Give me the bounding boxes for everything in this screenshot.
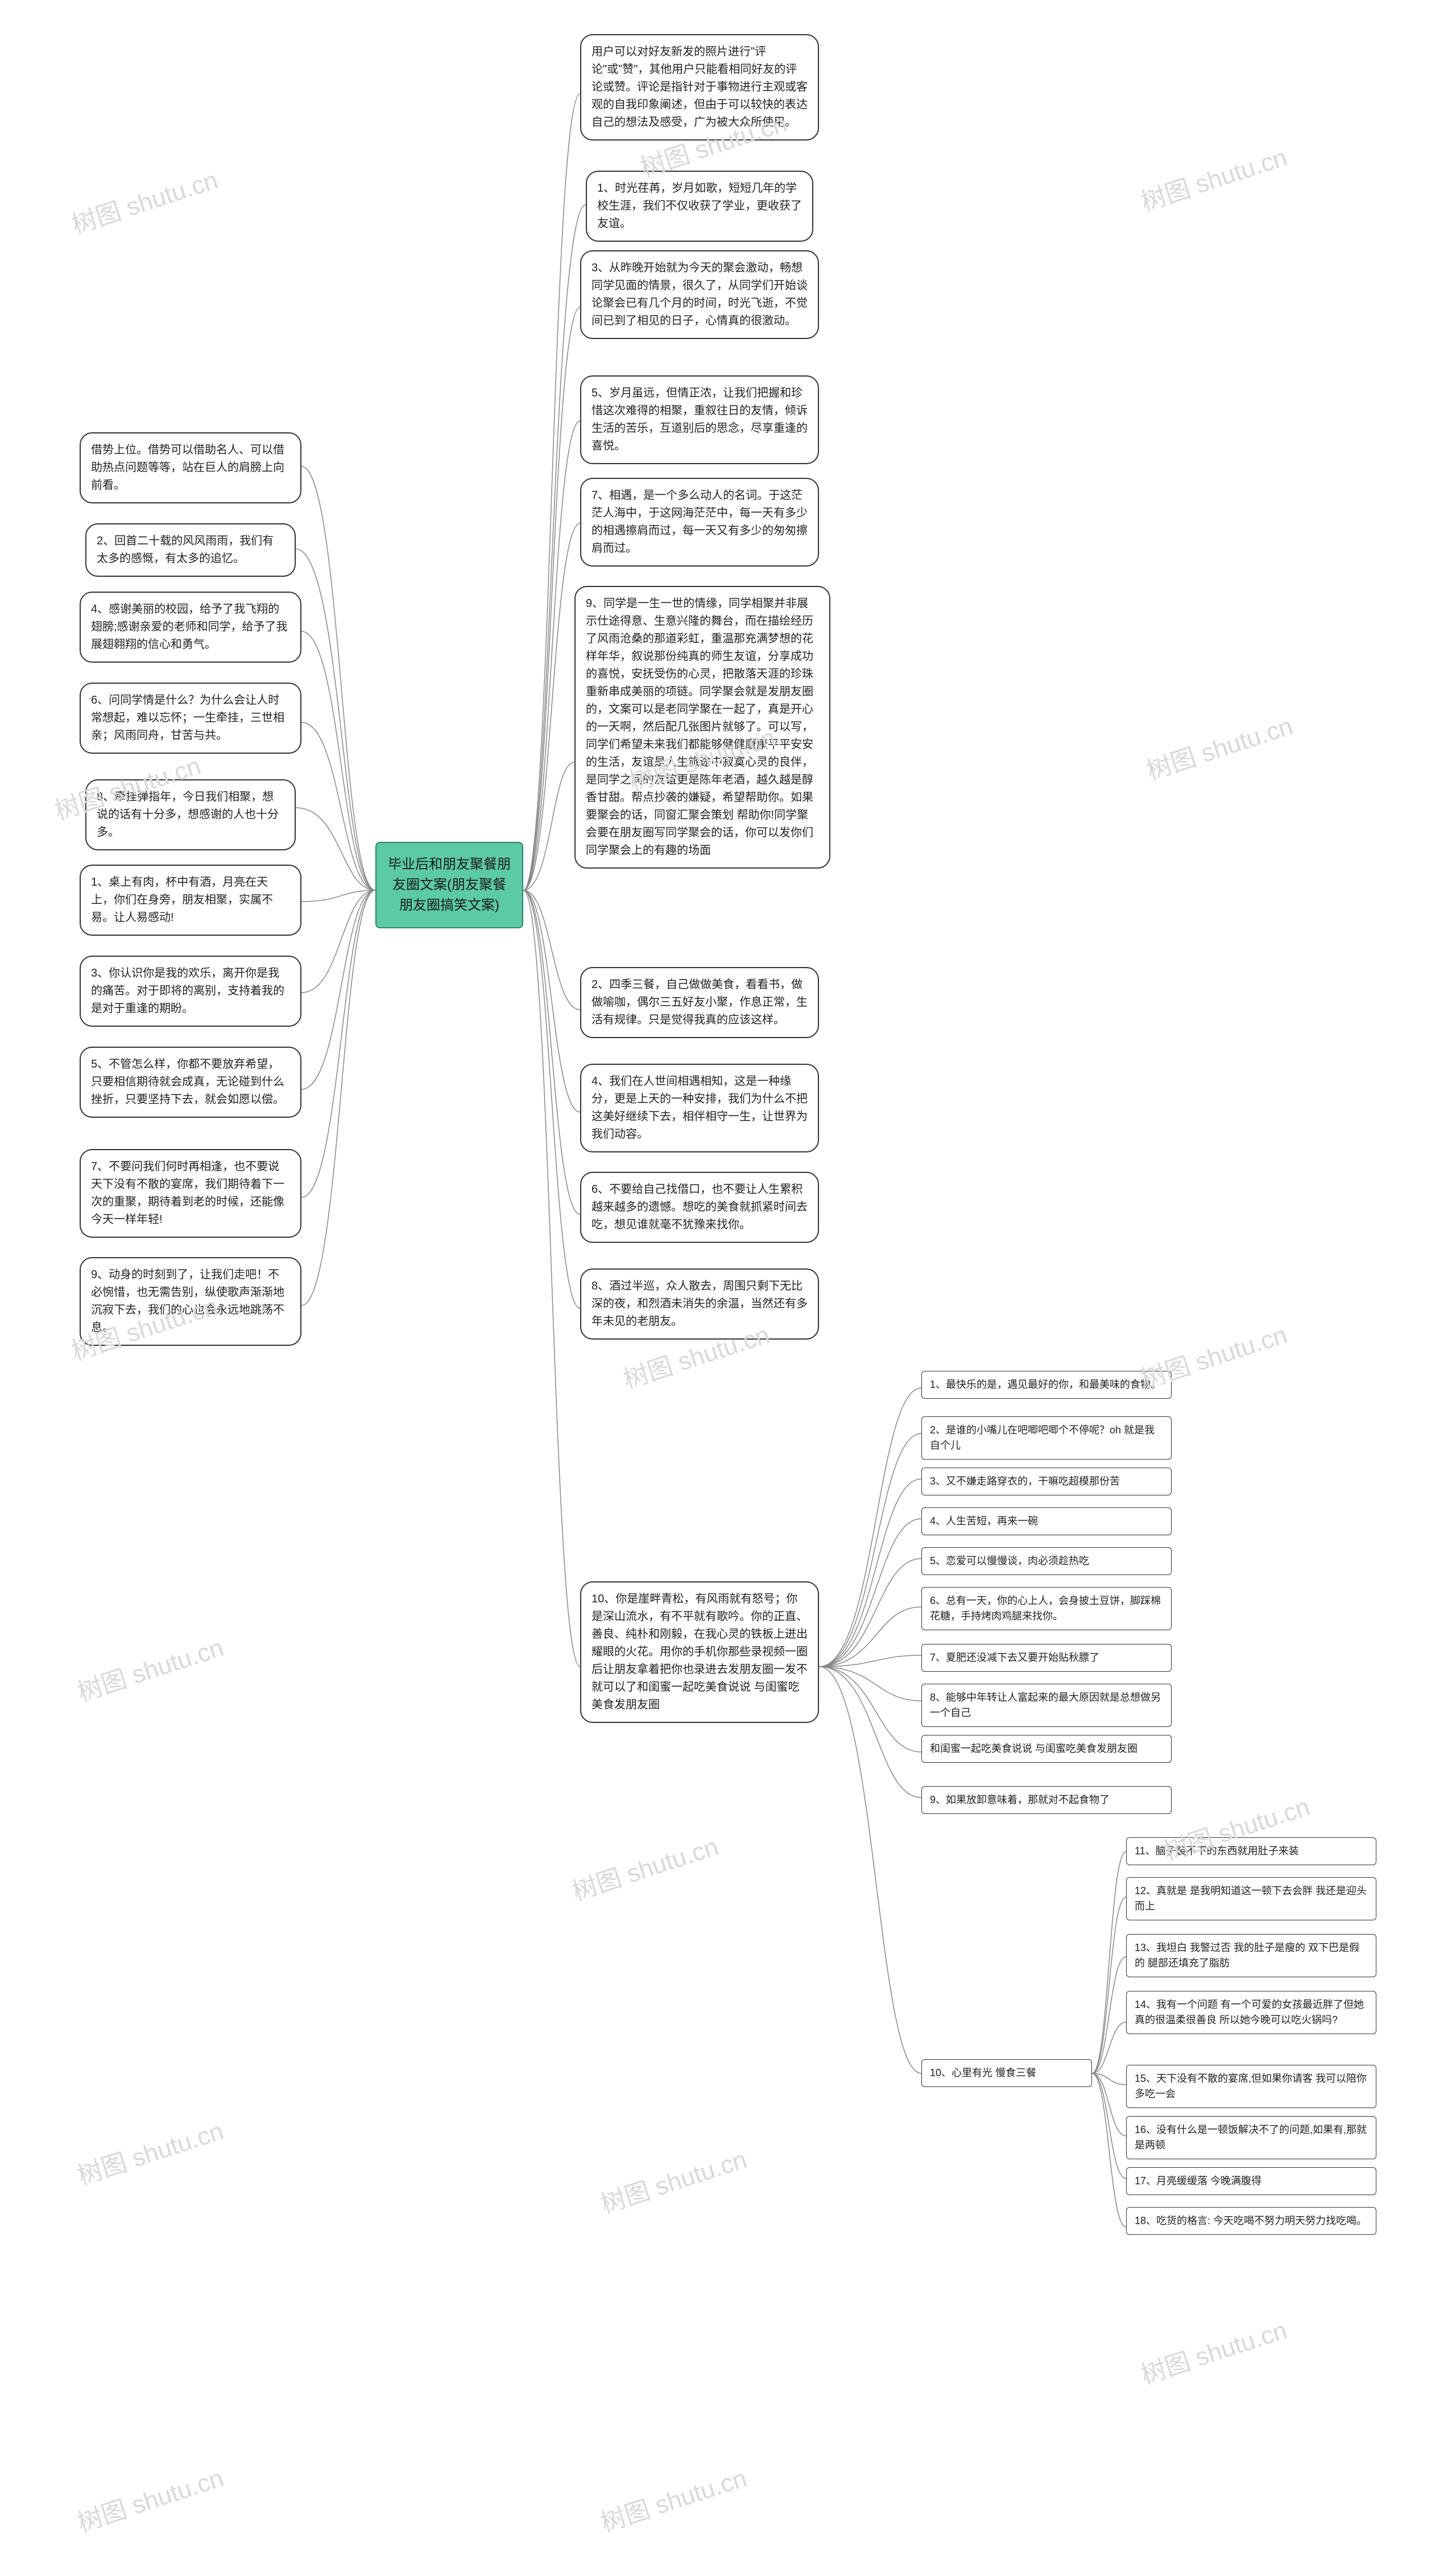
sub-node-7[interactable]: 8、能够中年转让人富起来的最大原因就是总想做另一个自己: [921, 1684, 1172, 1727]
right-node-5[interactable]: 9、同学是一生一世的情缘，同学相聚并非展示仕途得意、生意兴隆的舞台，而在描绘经历…: [574, 586, 830, 869]
right-node-3[interactable]: 5、岁月虽远，但情正浓，让我们把握和珍惜这次难得的相聚，重叙往日的友情，倾诉生活…: [580, 375, 819, 464]
left-node-2[interactable]: 4、感谢美丽的校园，给予了我飞翔的翅膀;感谢亲爱的老师和同学，给予了我展翅翱翔的…: [80, 592, 301, 663]
left-node-label: 2、回首二十载的风风雨雨，我们有太多的感慨，有太多的追忆。: [97, 535, 274, 565]
sub2-node-label: 12、真就是 是我明知道这一顿下去会胖 我还是迎头而上: [1135, 1885, 1367, 1912]
right-node-10[interactable]: 10、你是崖畔青松，有风雨就有怒号；你是深山流水，有不平就有歌吟。你的正直、善良…: [580, 1581, 819, 1723]
sub-node-label: 1、最快乐的是，遇见最好的你，和最美味的食物。: [930, 1379, 1161, 1390]
watermark: 树图 shutu.cn: [595, 2139, 751, 2220]
sub2-node-3[interactable]: 14、我有一个问题 有一个可爱的女孩最近胖了但她真的很温柔很善良 所以她今晚可以…: [1126, 1991, 1376, 2034]
sub2-node-1[interactable]: 12、真就是 是我明知道这一顿下去会胖 我还是迎头而上: [1126, 1877, 1376, 1920]
right-node-label: 用户可以对好友新发的照片进行"评论"或"赞"，其他用户只能看相同好友的评论或赞。…: [592, 46, 808, 129]
sub-node-0[interactable]: 1、最快乐的是，遇见最好的你，和最美味的食物。: [921, 1371, 1172, 1399]
right-node-9[interactable]: 8、酒过半巡，众人散去，周围只剩下无比深的夜，和烈酒未消失的余温，当然还有多年未…: [580, 1268, 819, 1340]
right-node-label: 2、四季三餐，自己做做美食，看看书，做做喻咖，偶尔三五好友小聚，作息正常，生活有…: [592, 978, 808, 1026]
sub2-node-label: 13、我坦白 我警过否 我的肚子是瘦的 双下巴是假的 腿部还填充了脂肪: [1135, 1942, 1359, 1969]
right-node-6[interactable]: 2、四季三餐，自己做做美食，看看书，做做喻咖，偶尔三五好友小聚，作息正常，生活有…: [580, 967, 819, 1038]
right-node-label: 7、相遇，是一个多么动人的名词。于这茫茫人海中，于这网海茫茫中，每一天有多少的相…: [592, 489, 808, 555]
right-node-label: 3、从昨晚开始就为今天的聚会激动，畅想同学见面的情景，很久了，从同学们开始谈论聚…: [592, 262, 808, 327]
sub2-node-6[interactable]: 17、月亮缓缓落 今晚满腹得: [1126, 2167, 1376, 2195]
sub2-node-2[interactable]: 13、我坦白 我警过否 我的肚子是瘦的 双下巴是假的 腿部还填充了脂肪: [1126, 1934, 1376, 1977]
left-node-label: 1、桌上有肉，杯中有酒，月亮在天上，你们在身旁，朋友相聚，实属不易。让人易感动!: [91, 876, 273, 924]
right-node-1[interactable]: 1、时光荏苒，岁月如歌，短短几年的学校生涯，我们不仅收获了学业，更收获了友谊。: [586, 171, 813, 242]
right-node-label: 10、你是崖畔青松，有风雨就有怒号；你是深山流水，有不平就有歌吟。你的正直、善良…: [592, 1593, 808, 1711]
sub-node-label: 9、如果放卸意味着，那就对不起食物了: [930, 1794, 1110, 1805]
sub-node-label: 2、是谁的小嘴儿在吧唧吧唧个不停呢？oh 就是我自个儿: [930, 1424, 1155, 1451]
sub2-node-5[interactable]: 16、没有什么是一顿饭解决不了的问题,如果有,那就是两顿: [1126, 2116, 1376, 2159]
sub-node-10[interactable]: 10、心里有光 慢食三餐: [921, 2059, 1092, 2087]
sub-node-2[interactable]: 3、又不嫌走路穿衣的，干嘛吃超模那份苦: [921, 1468, 1172, 1495]
sub-node-1[interactable]: 2、是谁的小嘴儿在吧唧吧唧个不停呢？oh 就是我自个儿: [921, 1416, 1172, 1460]
right-node-label: 6、不要给自己找借口，也不要让人生累积越来越多的遗憾。想吃的美食就抓紧时间去吃，…: [592, 1183, 808, 1231]
sub2-node-label: 11、脑子装不下的东西就用肚子来装: [1135, 1845, 1299, 1857]
sub2-node-0[interactable]: 11、脑子装不下的东西就用肚子来装: [1126, 1837, 1376, 1865]
watermark: 树图 shutu.cn: [1136, 137, 1291, 218]
sub-node-3[interactable]: 4、人生苦短，再来一碗: [921, 1507, 1172, 1535]
left-node-8[interactable]: 7、不要问我们何时再相逢，也不要说天下没有不散的宴席，我们期待着下一次的重聚，期…: [80, 1149, 301, 1238]
left-node-label: 借势上位。借势可以借助名人、可以借助热点问题等等，站在巨人的肩膀上向前看。: [91, 444, 284, 491]
left-node-4[interactable]: 8、牵挂弹指年，今日我们相聚，想说的话有十分多，想感谢的人也十分多。: [85, 779, 296, 850]
left-node-label: 6、问同学情是什么？为什么会让人时常想起，难以忘怀；一生牵挂，三世相亲；风雨同舟…: [91, 694, 284, 742]
sub2-node-4[interactable]: 15、天下没有不散的宴席,但如果你请客 我可以陪你多吃一会: [1126, 2065, 1376, 2108]
left-node-5[interactable]: 1、桌上有肉，杯中有酒，月亮在天上，你们在身旁，朋友相聚，实属不易。让人易感动!: [80, 865, 301, 936]
sub2-node-label: 18、吃货的格言: 今天吃喝不努力明天努力找吃喝。: [1135, 2215, 1367, 2226]
sub-node-9[interactable]: 9、如果放卸意味着，那就对不起食物了: [921, 1786, 1172, 1814]
sub2-node-label: 17、月亮缓缓落 今晚满腹得: [1135, 2175, 1261, 2187]
right-node-label: 1、时光荏苒，岁月如歌，短短几年的学校生涯，我们不仅收获了学业，更收获了友谊。: [597, 182, 802, 230]
sub2-node-label: 15、天下没有不散的宴席,但如果你请客 我可以陪你多吃一会: [1135, 2073, 1367, 2100]
mindmap-canvas: 毕业后和朋友聚餐朋友圈文案(朋友聚餐朋友圈搞笑文案) 借势上位。借势可以借助名人…: [0, 0, 1456, 2558]
sub2-node-7[interactable]: 18、吃货的格言: 今天吃喝不努力明天努力找吃喝。: [1126, 2207, 1376, 2235]
watermark: 树图 shutu.cn: [1136, 2309, 1291, 2391]
sub-node-label: 8、能够中年转让人富起来的最大原因就是总想做另一个自己: [930, 1692, 1161, 1718]
left-node-9[interactable]: 9、动身的时刻到了，让我们走吧！不必惋惜，也无需告别，纵使歌声渐渐地沉寂下去，我…: [80, 1257, 301, 1346]
right-node-2[interactable]: 3、从昨晚开始就为今天的聚会激动，畅想同学见面的情景，很久了，从同学们开始谈论聚…: [580, 250, 819, 339]
left-node-label: 9、动身的时刻到了，让我们走吧！不必惋惜，也无需告别，纵使歌声渐渐地沉寂下去，我…: [91, 1268, 284, 1334]
sub2-node-label: 14、我有一个问题 有一个可爱的女孩最近胖了但她真的很温柔很善良 所以她今晚可以…: [1135, 1999, 1364, 2026]
watermark: 树图 shutu.cn: [72, 1627, 228, 1708]
sub-node-label: 6、总有一天，你的心上人，会身披土豆饼，脚踩棉花糖，手持烤肉鸡腿来找你。: [930, 1595, 1161, 1622]
left-node-6[interactable]: 3、你认识你是我的欢乐，离开你是我的痛苦。对于即将的离别，支持着我的是对于重逢的…: [80, 956, 301, 1027]
sub-node-label: 5、恋爱可以慢慢谈，肉必须趁热吃: [930, 1555, 1089, 1567]
right-node-7[interactable]: 4、我们在人世间相遇相知，这是一种缘分，更是上天的一种安排，我们为什么不把这美好…: [580, 1064, 819, 1152]
sub-node-label: 10、心里有光 慢食三餐: [930, 2067, 1036, 2078]
root-label: 毕业后和朋友聚餐朋友圈文案(朋友聚餐朋友圈搞笑文案): [388, 857, 511, 913]
sub-node-5[interactable]: 6、总有一天，你的心上人，会身披土豆饼，脚踩棉花糖，手持烤肉鸡腿来找你。: [921, 1587, 1172, 1630]
root-node[interactable]: 毕业后和朋友聚餐朋友圈文案(朋友聚餐朋友圈搞笑文案): [375, 842, 523, 928]
left-node-7[interactable]: 5、不管怎么样，你都不要放弃希望，只要相信期待就会成真，无论碰到什么挫折，只要坚…: [80, 1047, 301, 1118]
right-node-0[interactable]: 用户可以对好友新发的照片进行"评论"或"赞"，其他用户只能看相同好友的评论或赞。…: [580, 34, 819, 140]
right-node-4[interactable]: 7、相遇，是一个多么动人的名词。于这茫茫人海中，于这网海茫茫中，每一天有多少的相…: [580, 478, 819, 567]
watermark: 树图 shutu.cn: [72, 2110, 228, 2192]
left-node-label: 4、感谢美丽的校园，给予了我飞翔的翅膀;感谢亲爱的老师和同学，给予了我展翅翱翔的…: [91, 603, 288, 651]
watermark: 树图 shutu.cn: [1141, 705, 1297, 787]
left-node-1[interactable]: 2、回首二十载的风风雨雨，我们有太多的感慨，有太多的追忆。: [85, 523, 296, 577]
right-node-label: 5、岁月虽远，但情正浓，让我们把握和珍惜这次难得的相聚，重叙往日的友情，倾诉生活…: [592, 387, 808, 452]
sub-node-4[interactable]: 5、恋爱可以慢慢谈，肉必须趁热吃: [921, 1547, 1172, 1575]
right-node-8[interactable]: 6、不要给自己找借口，也不要让人生累积越来越多的遗憾。想吃的美食就抓紧时间去吃，…: [580, 1172, 819, 1243]
left-node-0[interactable]: 借势上位。借势可以借助名人、可以借助热点问题等等，站在巨人的肩膀上向前看。: [80, 432, 301, 503]
left-node-label: 5、不管怎么样，你都不要放弃希望，只要相信期待就会成真，无论碰到什么挫折，只要坚…: [91, 1058, 284, 1106]
left-node-label: 3、你认识你是我的欢乐，离开你是我的痛苦。对于即将的离别，支持着我的是对于重逢的…: [91, 967, 284, 1015]
sub-node-label: 7、夏肥还没减下去又要开始贴秋膘了: [930, 1652, 1099, 1663]
sub-node-label: 和闺蜜一起吃美食说说 与闺蜜吃美食发朋友圈: [930, 1743, 1138, 1754]
sub-node-8[interactable]: 和闺蜜一起吃美食说说 与闺蜜吃美食发朋友圈: [921, 1735, 1172, 1763]
left-node-label: 8、牵挂弹指年，今日我们相聚，想说的话有十分多，想感谢的人也十分多。: [97, 791, 279, 838]
watermark: 树图 shutu.cn: [67, 159, 222, 241]
left-node-label: 7、不要问我们何时再相逢，也不要说天下没有不散的宴席，我们期待着下一次的重聚，期…: [91, 1160, 284, 1226]
watermark: 树图 shutu.cn: [567, 1826, 722, 1907]
watermark: 树图 shutu.cn: [72, 2457, 228, 2539]
right-node-label: 9、同学是一生一世的情缘，同学相聚并非展示仕途得意、生意兴隆的舞台，而在描绘经历…: [586, 597, 813, 857]
right-node-label: 8、酒过半巡，众人散去，周围只剩下无比深的夜，和烈酒未消失的余温，当然还有多年未…: [592, 1280, 808, 1328]
sub2-node-label: 16、没有什么是一顿饭解决不了的问题,如果有,那就是两顿: [1135, 2124, 1367, 2151]
right-node-label: 4、我们在人世间相遇相知，这是一种缘分，更是上天的一种安排，我们为什么不把这美好…: [592, 1075, 808, 1140]
sub-node-label: 3、又不嫌走路穿衣的，干嘛吃超模那份苦: [930, 1476, 1120, 1487]
left-node-3[interactable]: 6、问同学情是什么？为什么会让人时常想起，难以忘怀；一生牵挂，三世相亲；风雨同舟…: [80, 683, 301, 754]
sub-node-label: 4、人生苦短，再来一碗: [930, 1515, 1038, 1527]
sub-node-6[interactable]: 7、夏肥还没减下去又要开始贴秋膘了: [921, 1644, 1172, 1672]
watermark: 树图 shutu.cn: [595, 2457, 751, 2539]
